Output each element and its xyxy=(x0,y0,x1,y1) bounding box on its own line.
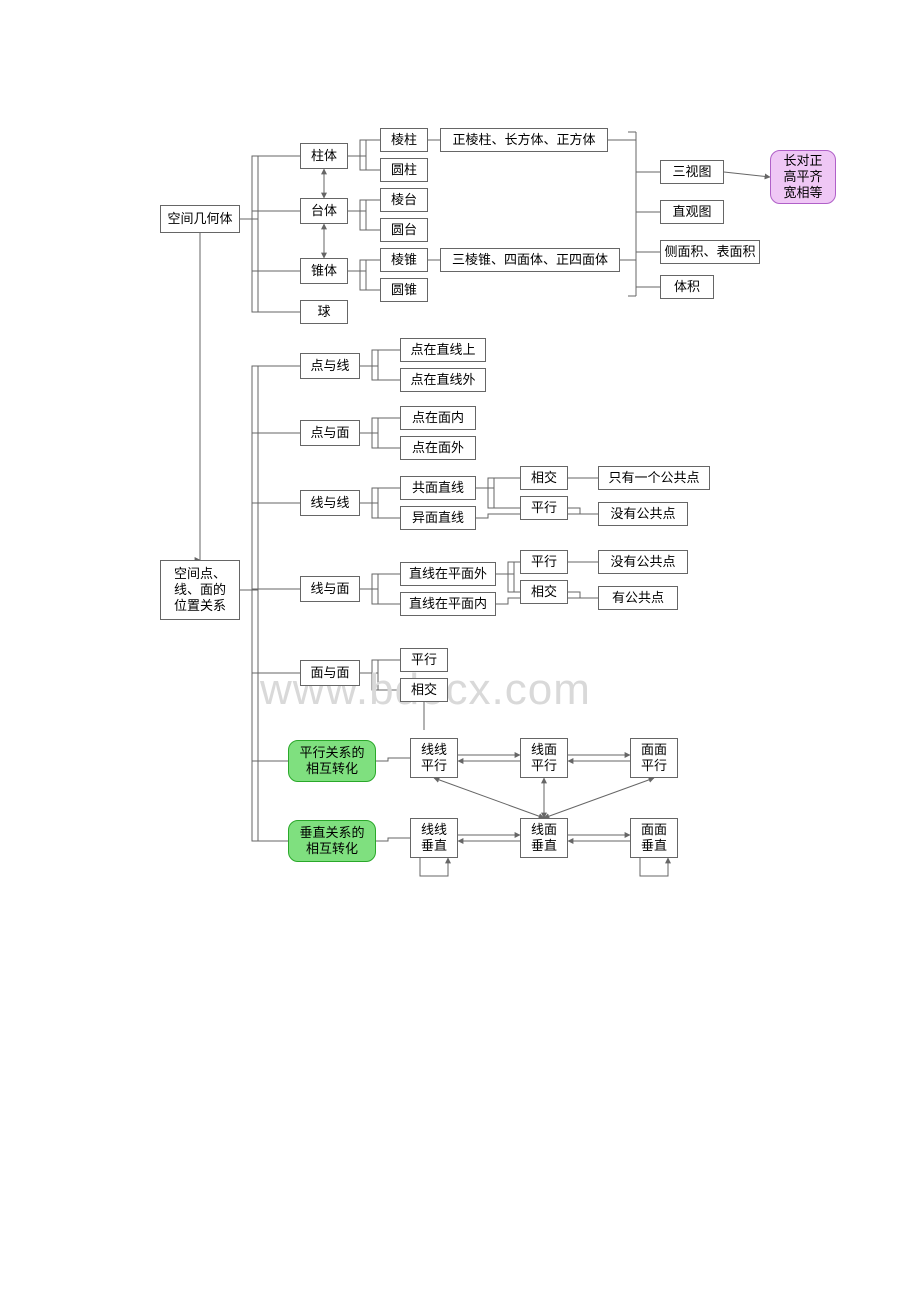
node-gg1: 只有一个公共点 xyxy=(598,466,710,490)
node-c11: 线线 垂直 xyxy=(410,818,458,858)
node-gg2: 没有公共点 xyxy=(598,502,688,526)
node-pxg: 平行关系的 相互转化 xyxy=(288,740,376,782)
node-dx2: 点在直线外 xyxy=(400,368,486,392)
node-xm1: 直线在平面外 xyxy=(400,562,496,586)
node-zgt: 直观图 xyxy=(660,200,724,224)
node-lz: 棱柱 xyxy=(380,128,428,152)
node-yt: 圆台 xyxy=(380,218,428,242)
node-xm: 线与面 xyxy=(300,576,360,602)
node-mm1: 平行 xyxy=(400,648,448,672)
node-yz: 圆柱 xyxy=(380,158,428,182)
node-dm2: 点在面外 xyxy=(400,436,476,460)
node-p12: 线面 平行 xyxy=(520,738,568,778)
node-c13: 面面 垂直 xyxy=(630,818,678,858)
node-sst: 三视图 xyxy=(660,160,724,184)
node-dm1: 点在面内 xyxy=(400,406,476,430)
node-lz_ex: 正棱柱、长方体、正方体 xyxy=(440,128,608,152)
node-c12: 线面 垂直 xyxy=(520,818,568,858)
node-lt: 棱台 xyxy=(380,188,428,212)
node-dx: 点与线 xyxy=(300,353,360,379)
node-gg4: 有公共点 xyxy=(598,586,678,610)
node-px: 平行 xyxy=(520,496,568,520)
node-jj2: 相交 xyxy=(520,580,568,604)
node-xm2: 直线在平面内 xyxy=(400,592,496,616)
node-xx1: 共面直线 xyxy=(400,476,476,500)
node-root2: 空间点、 线、面的 位置关系 xyxy=(160,560,240,620)
node-lzh: 棱锥 xyxy=(380,248,428,272)
node-mm: 面与面 xyxy=(300,660,360,686)
node-yzh: 圆锥 xyxy=(380,278,428,302)
diagram-stage: www.bdocx.com 空间几何体柱体台体锥体球棱柱圆柱棱台圆台棱锥圆锥正棱… xyxy=(0,0,920,1302)
node-gg3: 没有公共点 xyxy=(598,550,688,574)
node-jj: 相交 xyxy=(520,466,568,490)
node-lzh_ex: 三棱锥、四面体、正四面体 xyxy=(440,248,620,272)
node-xx2: 异面直线 xyxy=(400,506,476,530)
node-zhu: 柱体 xyxy=(300,143,348,169)
node-dx1: 点在直线上 xyxy=(400,338,486,362)
node-tai: 台体 xyxy=(300,198,348,224)
node-p11: 线线 平行 xyxy=(410,738,458,778)
node-dm: 点与面 xyxy=(300,420,360,446)
node-qiu: 球 xyxy=(300,300,348,324)
node-px2: 平行 xyxy=(520,550,568,574)
node-root1: 空间几何体 xyxy=(160,205,240,233)
node-xx: 线与线 xyxy=(300,490,360,516)
node-tj: 体积 xyxy=(660,275,714,299)
node-mm2: 相交 xyxy=(400,678,448,702)
node-cmj: 侧面积、表面积 xyxy=(660,240,760,264)
node-czg: 垂直关系的 相互转化 xyxy=(288,820,376,862)
node-p13: 面面 平行 xyxy=(630,738,678,778)
node-rule: 长对正 高平齐 宽相等 xyxy=(770,150,836,204)
node-zhui: 锥体 xyxy=(300,258,348,284)
